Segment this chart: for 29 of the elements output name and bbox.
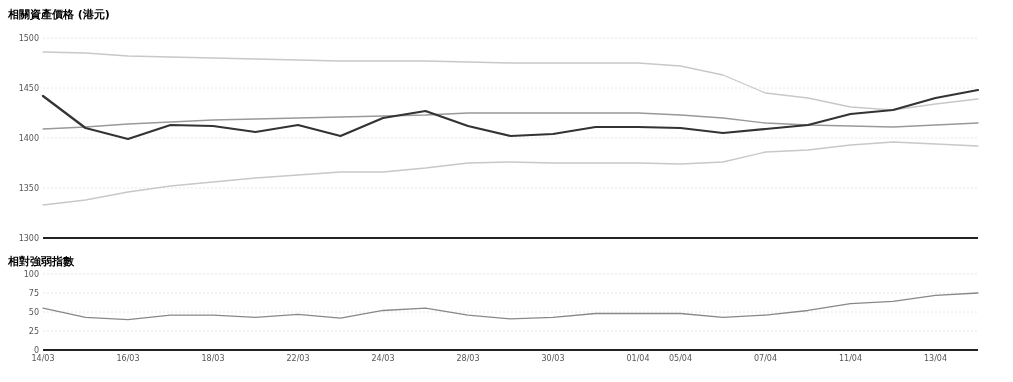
- y-tick-label: 0: [33, 346, 39, 355]
- x-tick-label: 07/04: [753, 354, 778, 363]
- x-tick-label: 01/04: [626, 354, 650, 363]
- x-tick-label: 16/03: [116, 354, 140, 363]
- y-tick-label: 75: [28, 289, 39, 298]
- x-tick-label: 18/03: [201, 354, 225, 363]
- x-tick-label: 14/03: [31, 354, 55, 363]
- x-tick-label: 28/03: [456, 354, 480, 363]
- chart-title: 相關資產價格 (港元): [7, 8, 110, 21]
- line-series: [42, 141, 979, 206]
- y-tick-label: 25: [28, 327, 39, 336]
- x-tick-label: 11/04: [838, 354, 863, 363]
- x-tick-label: 22/03: [286, 354, 310, 363]
- line-series: [42, 51, 979, 111]
- y-tick-label: 1350: [18, 184, 39, 193]
- y-tick-label: 1500: [18, 34, 39, 43]
- x-tick-label: 13/04: [923, 354, 948, 363]
- y-tick-label: 1300: [18, 234, 39, 243]
- line-series: [42, 292, 979, 321]
- y-tick-label: 1450: [18, 84, 39, 93]
- chart-title: 相對強弱指數: [7, 255, 75, 268]
- y-tick-label: 1400: [18, 134, 39, 143]
- line-series: [42, 112, 979, 130]
- x-tick-label: 05/04: [668, 354, 693, 363]
- y-tick-label: 50: [28, 308, 39, 317]
- line-series: [41, 88, 980, 141]
- x-tick-label: 30/03: [541, 354, 565, 363]
- y-tick-label: 100: [23, 270, 39, 279]
- x-tick-label: 24/03: [371, 354, 395, 363]
